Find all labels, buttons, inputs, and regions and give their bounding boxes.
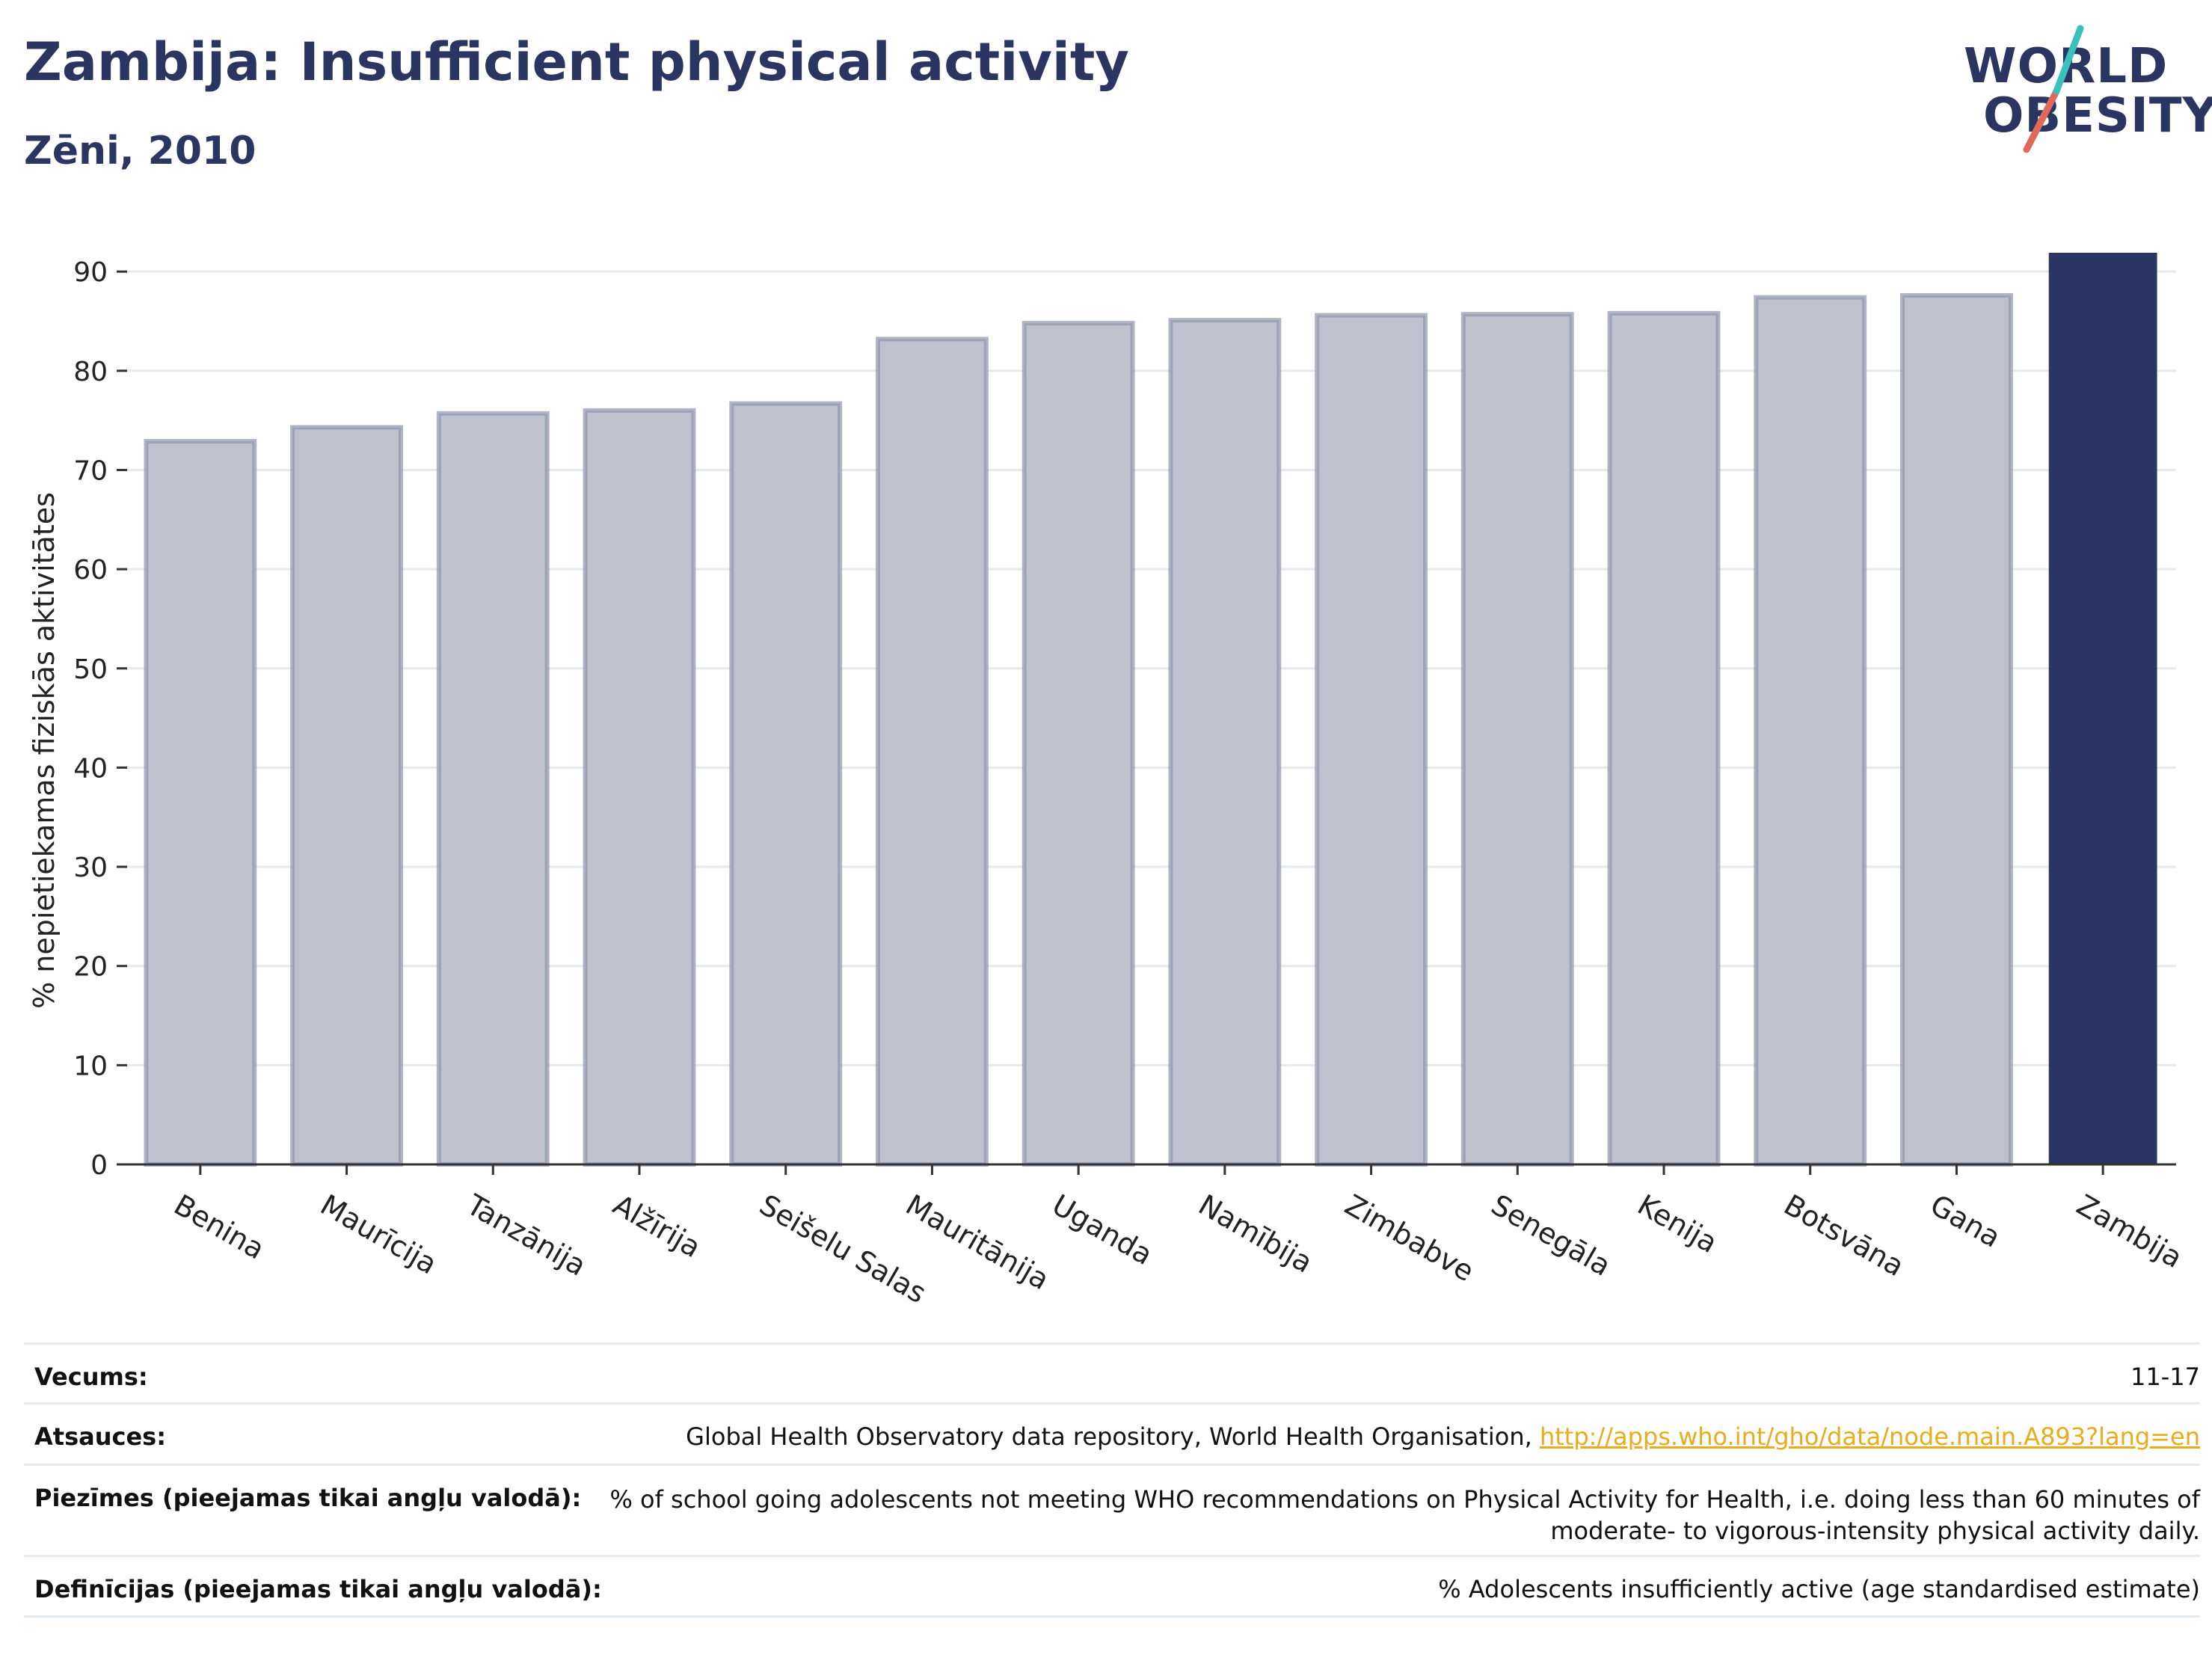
logo-slash-icon bbox=[2023, 25, 2084, 153]
bar-Zambija bbox=[2048, 252, 2157, 1164]
x-tick-label: Benina bbox=[168, 1188, 270, 1266]
bar-Tanzānija bbox=[436, 411, 550, 1167]
x-tick-label: Seišelu Salas bbox=[754, 1188, 932, 1310]
bar-Benina bbox=[144, 438, 257, 1167]
x-tick-label: Maurīcija bbox=[315, 1188, 443, 1281]
y-tick-label: 50 bbox=[73, 654, 108, 685]
metadata-value: % Adolescents insufficiently active (age… bbox=[1438, 1575, 2200, 1603]
y-tick-label: 70 bbox=[73, 455, 108, 486]
x-axis-ticks: Benina Maurīcija Tanzānija Alžīrija Seišelu … bbox=[168, 1164, 2188, 1310]
metadata-key: Piezīmes (pieejamas tikai angļu valodā): bbox=[34, 1484, 582, 1512]
bar-chart: 0 10 20 30 40 50 60 70 80 90 Benina Maurīcija Tanzā… bbox=[28, 252, 2188, 1310]
x-tick-label: Zambija bbox=[2071, 1188, 2188, 1275]
metadata-row: Definīcijas (pieejamas tikai angļu valod… bbox=[24, 1555, 2200, 1618]
metadata-value: % of school going adolescents not meetin… bbox=[609, 1485, 2200, 1545]
world-obesity-logo: WORLD OBESITY bbox=[1952, 22, 2212, 157]
y-tick-label: 40 bbox=[73, 753, 108, 784]
x-tick-label: Senegāla bbox=[1486, 1188, 1617, 1283]
bar-Kenija bbox=[1607, 310, 1721, 1167]
bar-Mauritānija bbox=[876, 337, 989, 1167]
metadata-key: Vecums: bbox=[34, 1363, 148, 1391]
metadata-value: 11-17 bbox=[2130, 1363, 2200, 1391]
y-axis-ticks: 0 10 20 30 40 50 60 70 80 90 bbox=[73, 257, 127, 1181]
x-tick-label: Uganda bbox=[1047, 1188, 1158, 1271]
metadata-key: Definīcijas (pieejamas tikai angļu valod… bbox=[34, 1575, 602, 1603]
bar-Seišelu Salas bbox=[729, 401, 843, 1167]
metadata-row: Piezīmes (pieejamas tikai angļu valodā):… bbox=[24, 1464, 2200, 1555]
y-tick-label: 20 bbox=[73, 952, 108, 983]
x-tick-label: Alžīrija bbox=[608, 1188, 707, 1265]
bar-Namībija bbox=[1168, 318, 1282, 1167]
x-tick-label: Tanzānija bbox=[461, 1188, 592, 1283]
x-tick-label: Zimbabve bbox=[1339, 1188, 1479, 1289]
metadata-table: Vecums: 11-17 Atsauces: Global Health Obser… bbox=[24, 1342, 2200, 1618]
grid-lines bbox=[127, 270, 2176, 1066]
y-tick-label: 10 bbox=[73, 1051, 108, 1081]
bar-Senegāla bbox=[1460, 312, 1574, 1167]
metadata-row: Vecums: 11-17 bbox=[24, 1342, 2200, 1402]
logo-line-2: OBESITY bbox=[1983, 88, 2212, 144]
source-link[interactable]: http://apps.who.int/gho/data/node.main.A… bbox=[1539, 1422, 2200, 1451]
bar-Gana bbox=[1900, 292, 2013, 1167]
y-tick-label: 0 bbox=[90, 1150, 108, 1181]
chart-title: Zambija: Insufficient physical activity bbox=[24, 31, 1129, 93]
x-tick-label: Botsvāna bbox=[1778, 1188, 1909, 1283]
y-tick-label: 80 bbox=[73, 357, 108, 387]
chart-subtitle: Zēni, 2010 bbox=[24, 129, 256, 174]
bar-Uganda bbox=[1021, 321, 1135, 1167]
y-axis-label: % nepietiekamas fiziskās aktivitātes bbox=[28, 492, 61, 1009]
bar-Maurīcija bbox=[290, 425, 403, 1167]
bar-Alžīrija bbox=[583, 408, 696, 1167]
y-tick-label: 90 bbox=[73, 257, 108, 288]
metadata-value: Global Health Observatory data repositor… bbox=[686, 1422, 2200, 1451]
metadata-row: Atsauces: Global Health Observatory data … bbox=[24, 1402, 2200, 1464]
x-tick-label: Kenija bbox=[1632, 1188, 1723, 1260]
metadata-key: Atsauces: bbox=[34, 1422, 166, 1451]
bar-Botsvāna bbox=[1754, 295, 1867, 1167]
y-tick-label: 30 bbox=[73, 853, 108, 883]
bars bbox=[144, 252, 2157, 1167]
x-tick-label: Namībija bbox=[1193, 1188, 1318, 1280]
bar-Zimbabve bbox=[1315, 313, 1428, 1167]
x-tick-label: Gana bbox=[1925, 1188, 2006, 1254]
y-tick-label: 60 bbox=[73, 555, 108, 586]
